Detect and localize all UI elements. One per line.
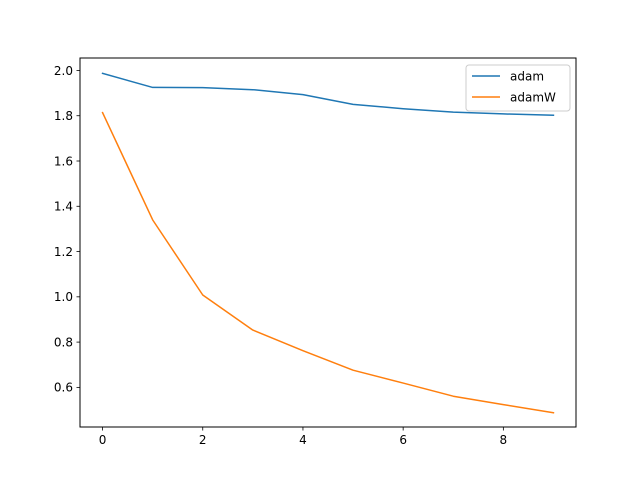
data-point-adam-5 [352,103,355,106]
data-point-adam-3 [251,88,254,91]
data-point-adamW-1 [151,218,154,221]
data-point-adamW-4 [301,349,304,352]
data-point-adamW-7 [452,395,455,398]
series-line-adamW [101,111,555,414]
data-point-adam-4 [301,93,304,96]
data-point-adamW-2 [201,294,204,297]
data-point-adamW-8 [502,403,505,406]
y-tick-label: 1.8 [54,109,73,123]
data-point-adamW-9 [552,411,555,414]
data-point-adamW-5 [352,369,355,372]
series-layer [101,72,555,414]
data-point-adam-0 [101,72,104,75]
x-tick-label: 4 [299,433,307,447]
data-point-adam-1 [151,86,154,89]
data-point-adam-7 [452,111,455,114]
series-line-adam [101,72,555,117]
data-point-adam-8 [502,112,505,115]
data-point-adam-9 [552,114,555,117]
data-point-adam-2 [201,86,204,89]
y-tick-label: 1.4 [54,200,73,214]
y-tick-label: 1.6 [54,154,73,168]
plot-frame [79,57,577,428]
data-point-adamW-0 [101,111,104,114]
data-point-adam-6 [402,107,405,110]
legend-label-adam: adam [510,69,544,83]
y-tick-label: 1.0 [54,290,73,304]
y-tick-label: 1.2 [54,245,73,259]
data-point-adamW-3 [251,329,254,332]
x-tick-label: 2 [199,433,207,447]
y-tick-label: 2.0 [54,64,73,78]
x-tick-label: 6 [399,433,407,447]
y-tick-label: 0.8 [54,335,73,349]
y-tick-label: 0.6 [54,381,73,395]
x-tick-label: 0 [99,433,107,447]
x-axis: 0 2 4 6 8 [99,427,507,447]
data-point-adamW-6 [402,382,405,385]
legend-label-adamW: adamW [510,90,556,104]
legend: adam adamW [465,64,571,112]
y-axis: 0.6 0.8 1.0 1.2 1.4 1.6 1.8 2.0 [54,64,80,395]
x-tick-label: 8 [500,433,508,447]
